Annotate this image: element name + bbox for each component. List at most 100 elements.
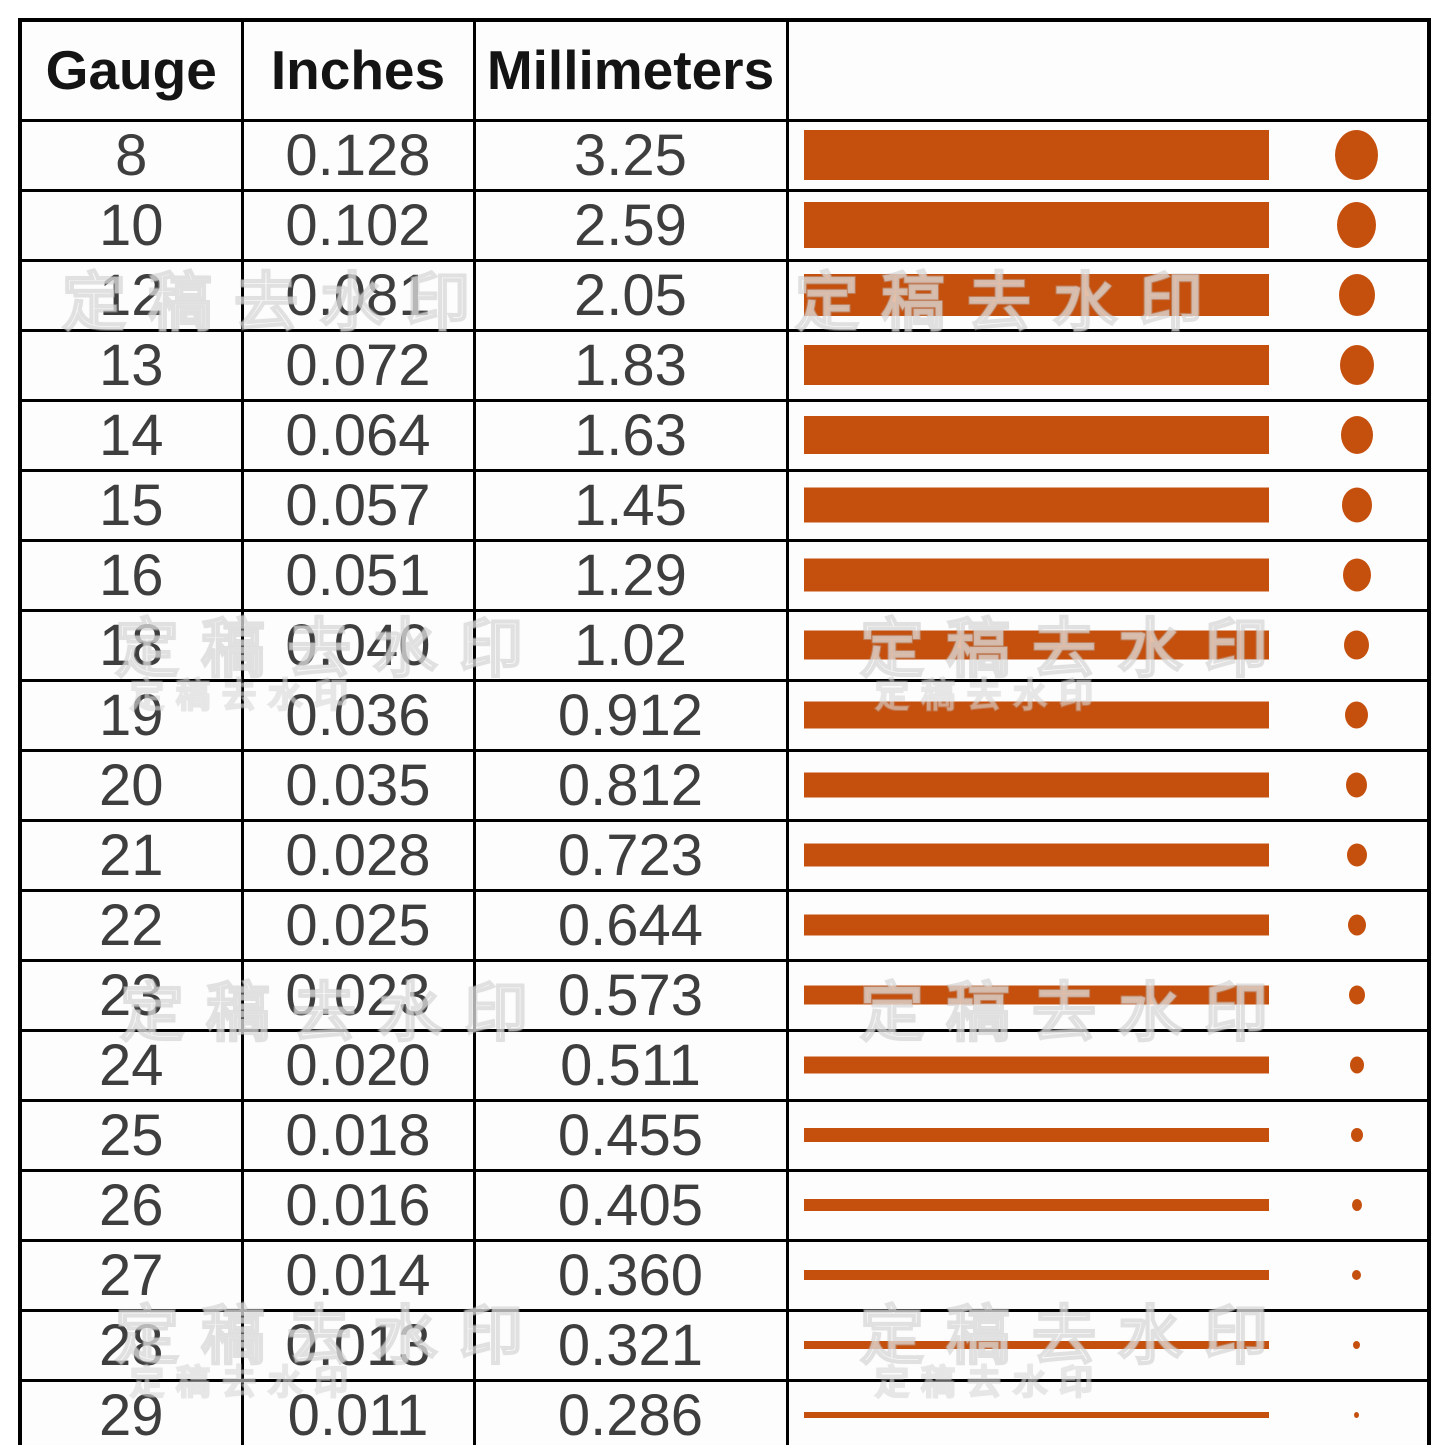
column-header-inches: Inches xyxy=(240,18,476,122)
wire-gauge-table: Gauge Inches Millimeters 8 0.128 3.25 10… xyxy=(18,18,1431,1445)
wire-visual-cell xyxy=(785,398,1431,472)
wire-thickness-bar xyxy=(803,487,1269,523)
gauge-cell: 15 xyxy=(18,468,244,542)
column-header-visual xyxy=(785,18,1431,122)
gauge-cell: 25 xyxy=(18,1098,244,1172)
inches-cell: 0.081 xyxy=(240,258,476,332)
wire-thickness-bar xyxy=(803,772,1269,798)
table-row: 29 0.011 0.286 xyxy=(18,1378,1431,1445)
wire-thickness-bar xyxy=(803,345,1269,385)
wire-thickness-bar xyxy=(803,1412,1269,1418)
table-row: 14 0.064 1.63 xyxy=(18,398,1431,472)
wire-diameter-dot xyxy=(1338,274,1375,316)
millimeters-cell: 0.321 xyxy=(472,1308,789,1382)
inches-cell: 0.064 xyxy=(240,398,476,472)
gauge-cell: 28 xyxy=(18,1308,244,1382)
wire-thickness-bar xyxy=(803,416,1269,454)
wire-diameter-dot xyxy=(1347,914,1366,936)
wire-thickness-bar xyxy=(803,1341,1269,1349)
wire-visual-cell xyxy=(785,1308,1431,1382)
gauge-cell: 26 xyxy=(18,1168,244,1242)
wire-thickness-bar xyxy=(803,914,1269,936)
millimeters-cell: 0.912 xyxy=(472,678,789,752)
wire-thickness-bar xyxy=(803,274,1269,316)
millimeters-cell: 1.29 xyxy=(472,538,789,612)
gauge-cell: 24 xyxy=(18,1028,244,1102)
table-row: 19 0.036 0.912 xyxy=(18,678,1431,752)
inches-cell: 0.025 xyxy=(240,888,476,962)
millimeters-cell: 0.455 xyxy=(472,1098,789,1172)
table-row: 28 0.013 0.321 xyxy=(18,1308,1431,1382)
gauge-cell: 13 xyxy=(18,328,244,402)
inches-cell: 0.014 xyxy=(240,1238,476,1312)
gauge-cell: 19 xyxy=(18,678,244,752)
wire-diameter-dot xyxy=(1345,701,1368,729)
table-row: 20 0.035 0.812 xyxy=(18,748,1431,822)
wire-visual-cell xyxy=(785,678,1431,752)
inches-cell: 0.036 xyxy=(240,678,476,752)
wire-diameter-dot xyxy=(1337,202,1376,248)
wire-visual-cell xyxy=(785,188,1431,262)
millimeters-cell: 1.83 xyxy=(472,328,789,402)
wire-visual-cell xyxy=(785,958,1431,1032)
millimeters-cell: 2.59 xyxy=(472,188,789,262)
inches-cell: 0.023 xyxy=(240,958,476,1032)
millimeters-cell: 0.723 xyxy=(472,818,789,892)
gauge-cell: 20 xyxy=(18,748,244,822)
wire-visual-cell xyxy=(785,118,1431,192)
wire-visual-cell xyxy=(785,748,1431,822)
gauge-cell: 23 xyxy=(18,958,244,1032)
millimeters-cell: 0.644 xyxy=(472,888,789,962)
wire-visual-cell xyxy=(785,1098,1431,1172)
wire-thickness-bar xyxy=(803,1128,1269,1142)
wire-thickness-bar xyxy=(803,1056,1269,1074)
inches-cell: 0.016 xyxy=(240,1168,476,1242)
table-row: 13 0.072 1.83 xyxy=(18,328,1431,402)
wire-visual-cell xyxy=(785,468,1431,542)
column-header-millimeters: Millimeters xyxy=(472,18,789,122)
inches-cell: 0.028 xyxy=(240,818,476,892)
inches-cell: 0.040 xyxy=(240,608,476,682)
gauge-cell: 21 xyxy=(18,818,244,892)
wire-thickness-bar xyxy=(803,558,1269,592)
table-row: 18 0.040 1.02 xyxy=(18,608,1431,682)
inches-cell: 0.057 xyxy=(240,468,476,542)
wire-thickness-bar xyxy=(803,630,1269,660)
table-row: 16 0.051 1.29 xyxy=(18,538,1431,612)
wire-diameter-dot xyxy=(1341,487,1372,523)
wire-visual-cell xyxy=(785,1028,1431,1102)
inches-cell: 0.018 xyxy=(240,1098,476,1172)
table-row: 23 0.023 0.573 xyxy=(18,958,1431,1032)
inches-cell: 0.011 xyxy=(240,1378,476,1445)
table-row: 22 0.025 0.644 xyxy=(18,888,1431,962)
wire-diameter-dot xyxy=(1346,843,1367,867)
millimeters-cell: 0.812 xyxy=(472,748,789,822)
inches-cell: 0.020 xyxy=(240,1028,476,1102)
millimeters-cell: 0.573 xyxy=(472,958,789,1032)
wire-diameter-dot xyxy=(1348,985,1365,1005)
table-row: 21 0.028 0.723 xyxy=(18,818,1431,892)
table-row: 25 0.018 0.455 xyxy=(18,1098,1431,1172)
millimeters-cell: 0.286 xyxy=(472,1378,789,1445)
gauge-cell: 22 xyxy=(18,888,244,962)
wire-visual-cell xyxy=(785,258,1431,332)
wire-visual-cell xyxy=(785,888,1431,962)
millimeters-cell: 0.405 xyxy=(472,1168,789,1242)
millimeters-cell: 2.05 xyxy=(472,258,789,332)
wire-diameter-dot xyxy=(1349,1056,1364,1074)
inches-cell: 0.051 xyxy=(240,538,476,612)
wire-diameter-dot xyxy=(1351,1199,1362,1211)
gauge-cell: 27 xyxy=(18,1238,244,1312)
wire-diameter-dot xyxy=(1346,772,1367,798)
wire-thickness-bar xyxy=(803,1270,1269,1280)
inches-cell: 0.128 xyxy=(240,118,476,192)
gauge-cell: 14 xyxy=(18,398,244,472)
wire-diameter-dot xyxy=(1342,558,1371,592)
wire-diameter-dot xyxy=(1354,1412,1359,1418)
gauge-cell: 12 xyxy=(18,258,244,332)
column-header-gauge: Gauge xyxy=(18,18,244,122)
wire-visual-cell xyxy=(785,1168,1431,1242)
wire-diameter-dot xyxy=(1350,1128,1363,1142)
wire-diameter-dot xyxy=(1353,1341,1360,1349)
